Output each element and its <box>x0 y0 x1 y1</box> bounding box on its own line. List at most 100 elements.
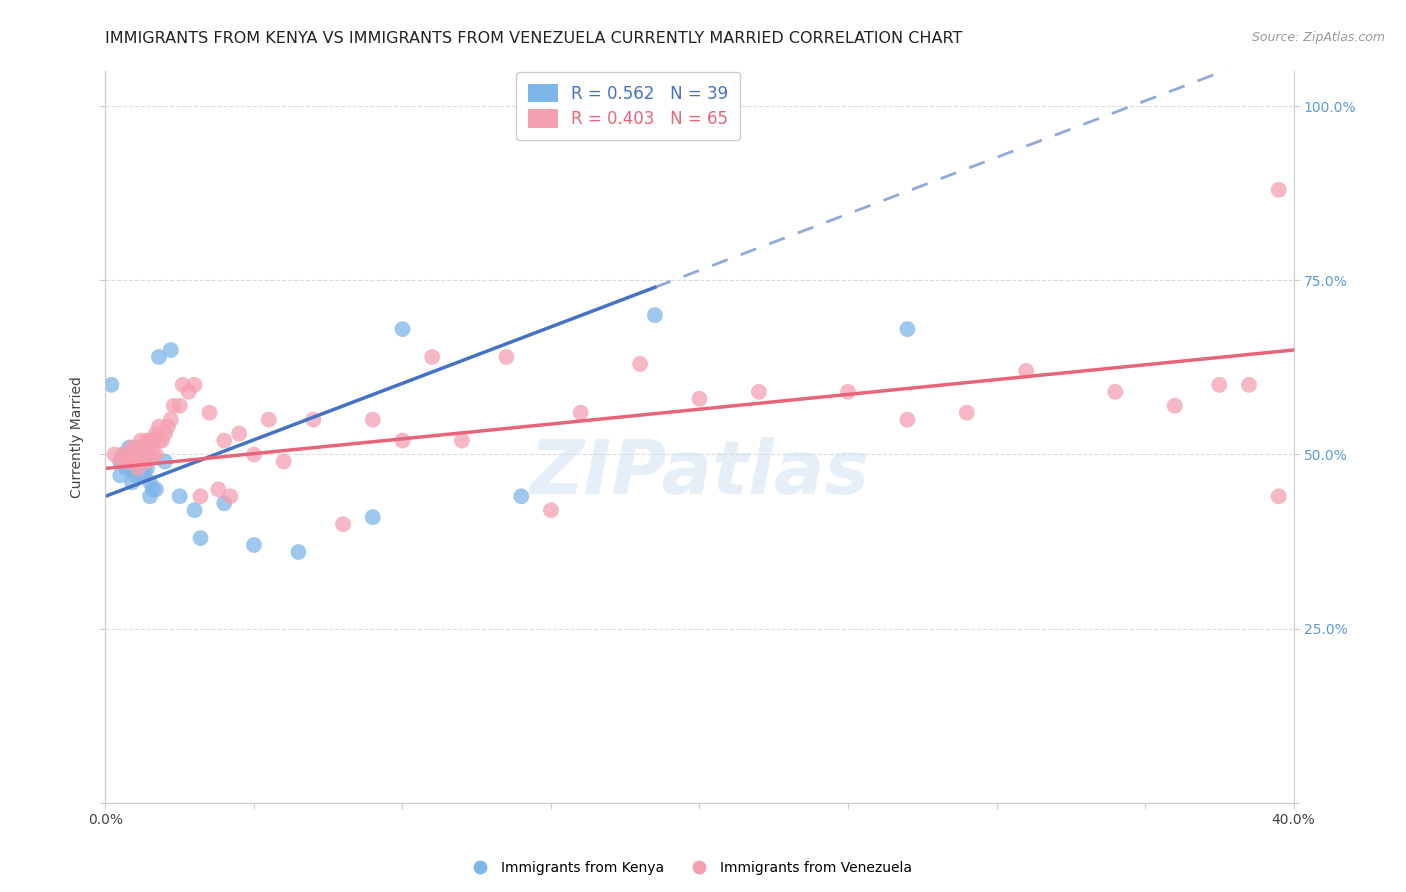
Point <box>420 350 443 364</box>
Point <box>136 434 159 448</box>
Point <box>287 545 309 559</box>
Point <box>136 454 159 468</box>
Point <box>163 399 186 413</box>
Point <box>121 475 143 490</box>
Point <box>156 419 179 434</box>
Point <box>219 489 242 503</box>
Point <box>129 468 152 483</box>
Point <box>644 308 666 322</box>
Point <box>1164 399 1187 413</box>
Point <box>132 448 155 462</box>
Point <box>198 406 221 420</box>
Point <box>139 475 162 490</box>
Point <box>129 434 152 448</box>
Point <box>142 434 165 448</box>
Point <box>139 448 162 462</box>
Point <box>190 531 212 545</box>
Point <box>148 350 170 364</box>
Point <box>214 434 236 448</box>
Point <box>124 441 146 455</box>
Point <box>1267 489 1289 503</box>
Point <box>110 454 132 468</box>
Point <box>115 461 138 475</box>
Point <box>145 426 167 441</box>
Point <box>100 377 122 392</box>
Point <box>1208 377 1230 392</box>
Point <box>332 517 354 532</box>
Point <box>124 454 146 468</box>
Point <box>361 412 384 426</box>
Point <box>214 496 236 510</box>
Point <box>177 384 200 399</box>
Point <box>628 357 651 371</box>
Point <box>159 343 181 357</box>
Point <box>243 538 266 552</box>
Point <box>124 468 146 483</box>
Point <box>153 426 176 441</box>
Point <box>132 468 155 483</box>
Point <box>129 454 152 468</box>
Point <box>391 322 413 336</box>
Point <box>132 461 155 475</box>
Point <box>115 454 138 468</box>
Point <box>139 489 162 503</box>
Point <box>159 412 181 426</box>
Point <box>127 448 149 462</box>
Point <box>121 454 143 468</box>
Point <box>139 434 162 448</box>
Legend: Immigrants from Kenya, Immigrants from Venezuela: Immigrants from Kenya, Immigrants from V… <box>461 855 917 880</box>
Point <box>896 322 918 336</box>
Point <box>118 448 141 462</box>
Point <box>148 434 170 448</box>
Point <box>118 441 141 455</box>
Point <box>169 489 191 503</box>
Point <box>837 384 859 399</box>
Point <box>124 448 146 462</box>
Legend: R = 0.562   N = 39, R = 0.403   N = 65: R = 0.562 N = 39, R = 0.403 N = 65 <box>516 72 740 140</box>
Point <box>361 510 384 524</box>
Text: IMMIGRANTS FROM KENYA VS IMMIGRANTS FROM VENEZUELA CURRENTLY MARRIED CORRELATION: IMMIGRANTS FROM KENYA VS IMMIGRANTS FROM… <box>105 31 963 46</box>
Point <box>748 384 770 399</box>
Point <box>391 434 413 448</box>
Point <box>1237 377 1260 392</box>
Point <box>169 399 191 413</box>
Point <box>121 441 143 455</box>
Point <box>190 489 212 503</box>
Point <box>127 461 149 475</box>
Point <box>896 412 918 426</box>
Point <box>1015 364 1038 378</box>
Point <box>257 412 280 426</box>
Point <box>115 454 138 468</box>
Point <box>110 468 132 483</box>
Point <box>183 503 205 517</box>
Text: ZIPatlas: ZIPatlas <box>530 437 869 510</box>
Point <box>495 350 517 364</box>
Point <box>112 448 135 462</box>
Point <box>1267 183 1289 197</box>
Point <box>136 448 159 462</box>
Point <box>540 503 562 517</box>
Point <box>569 406 592 420</box>
Point <box>129 454 152 468</box>
Point <box>127 461 149 475</box>
Point <box>243 448 266 462</box>
Point <box>145 483 167 497</box>
Point <box>1104 384 1126 399</box>
Point <box>302 412 325 426</box>
Point <box>103 448 125 462</box>
Point <box>956 406 979 420</box>
Point <box>121 461 143 475</box>
Point <box>183 377 205 392</box>
Point <box>450 434 472 448</box>
Point <box>150 434 173 448</box>
Point <box>142 448 165 462</box>
Point <box>127 448 149 462</box>
Point <box>153 454 176 468</box>
Point <box>145 448 167 462</box>
Point <box>148 419 170 434</box>
Y-axis label: Currently Married: Currently Married <box>70 376 84 498</box>
Point <box>110 454 132 468</box>
Point <box>207 483 229 497</box>
Point <box>124 454 146 468</box>
Point <box>132 441 155 455</box>
